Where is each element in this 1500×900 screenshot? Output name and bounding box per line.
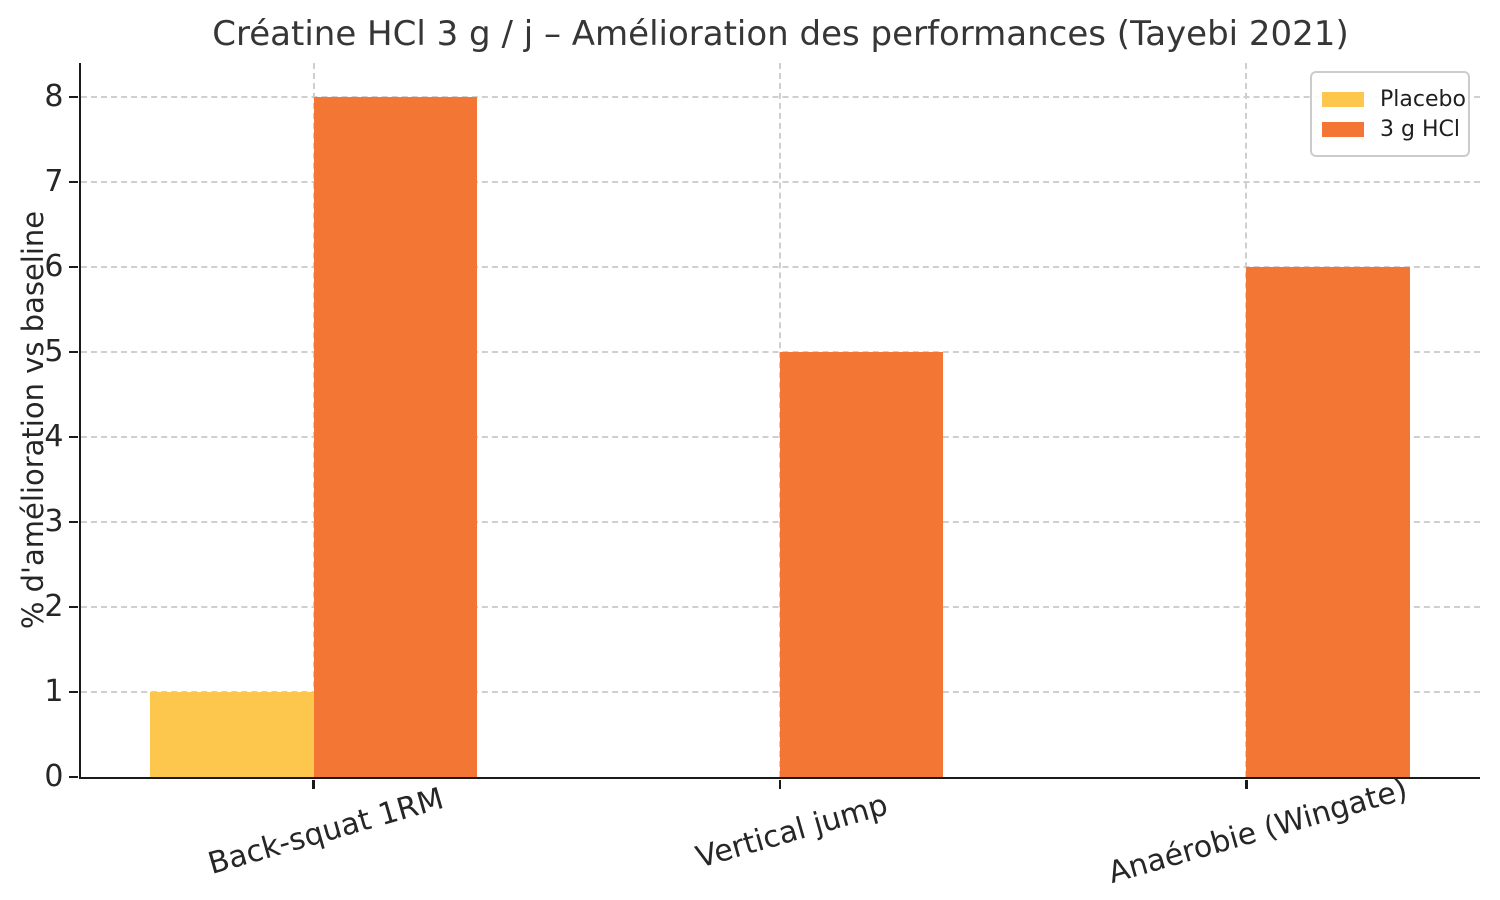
chart-title: Créatine HCl 3 g / j – Amélioration des …: [212, 14, 1349, 54]
legend-label-placebo: Placebo: [1380, 86, 1466, 112]
legend-item-hcl: 3 g HCl: [1322, 116, 1460, 142]
y-tick-mark-7: [69, 180, 78, 184]
legend: Placebo 3 g HCl: [1310, 71, 1470, 157]
y-tick-mark-8: [69, 95, 78, 99]
y-tick-mark-4: [69, 435, 78, 439]
y-tick-label-6: 6: [44, 249, 64, 284]
bar-3-g-hcl-2: [1246, 267, 1410, 777]
y-tick-label-3: 3: [44, 504, 64, 539]
x-tick-label-0: Back-squat 1RM: [203, 781, 448, 882]
x-tick-label-1: Vertical jump: [692, 787, 892, 876]
legend-item-placebo: Placebo: [1322, 86, 1466, 112]
y-tick-label-7: 7: [44, 164, 64, 199]
x-tick-mark-1: [778, 779, 782, 789]
legend-swatch-placebo: [1322, 91, 1364, 107]
y-tick-label-1: 1: [44, 674, 64, 709]
y-tick-mark-2: [69, 605, 78, 609]
y-tick-mark-1: [69, 690, 78, 694]
y-tick-label-2: 2: [44, 589, 64, 624]
bar-placebo-0: [150, 692, 314, 777]
y-tick-mark-3: [69, 520, 78, 524]
bar-3-g-hcl-0: [313, 97, 477, 777]
bar-3-g-hcl-1: [780, 352, 944, 777]
plot-area: 0 1 2 3 4 5 6 7 8 Back-squat 1RM Vertical jump Anaé…: [44, 63, 1480, 891]
y-tick-mark-6: [69, 265, 78, 269]
x-tick-mark-0: [312, 779, 315, 789]
y-tick-label-5: 5: [44, 334, 64, 369]
y-tick-label-4: 4: [44, 419, 64, 454]
legend-swatch-hcl: [1322, 121, 1364, 137]
y-tick-label-0: 0: [44, 759, 64, 794]
y-tick-label-8: 8: [44, 79, 64, 114]
x-tick-label-2: Anaérobie (Wingate): [1104, 772, 1412, 891]
legend-label-hcl: 3 g HCl: [1380, 116, 1460, 142]
x-tick-mark-2: [1245, 779, 1248, 789]
y-tick-mark-0: [69, 775, 78, 779]
y-tick-mark-5: [69, 350, 78, 354]
